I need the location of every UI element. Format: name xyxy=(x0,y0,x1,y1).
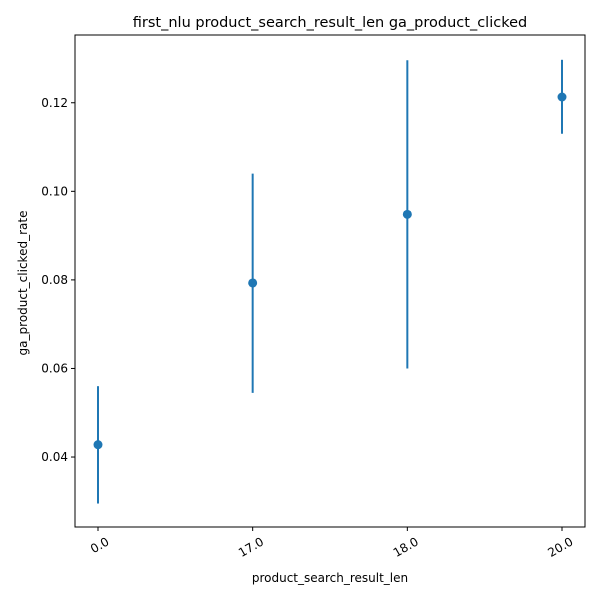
y-tick-label: 0.10 xyxy=(41,184,68,198)
data-point xyxy=(402,209,412,219)
chart-title: first_nlu product_search_result_len ga_p… xyxy=(133,15,527,31)
y-tick-label: 0.06 xyxy=(41,361,68,375)
data-point xyxy=(557,92,567,102)
y-axis: 0.04 0.06 0.08 0.10 0.12 xyxy=(41,96,75,464)
y-tick-label: 0.04 xyxy=(41,450,68,464)
x-axis-label: product_search_result_len xyxy=(252,571,408,585)
plot-marks xyxy=(93,59,567,504)
plot-frame xyxy=(74,34,586,528)
data-point xyxy=(93,440,103,450)
y-tick-label: 0.12 xyxy=(41,96,68,110)
y-axis-label: ga_product_clicked_rate xyxy=(16,211,30,356)
y-tick-label: 0.08 xyxy=(41,273,68,287)
data-point xyxy=(248,278,258,288)
